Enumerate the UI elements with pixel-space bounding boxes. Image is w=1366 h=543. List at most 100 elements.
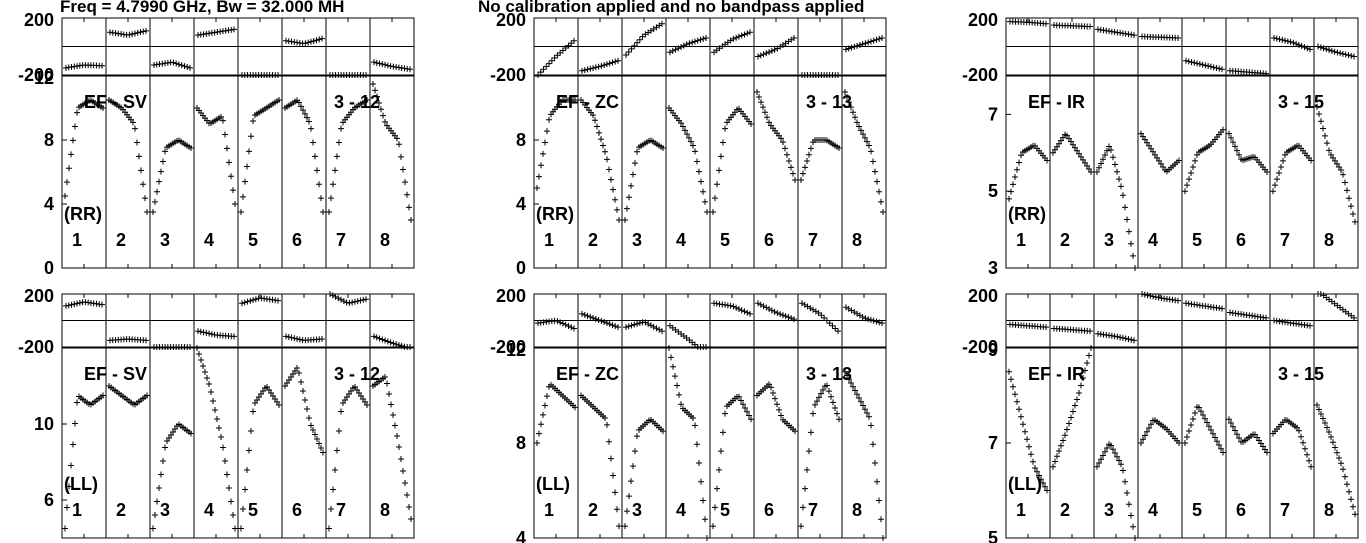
amplitude-point: [388, 401, 394, 408]
amplitude-point: [400, 468, 406, 474]
amplitude-point: [238, 209, 244, 215]
amplitude-point: [1074, 147, 1080, 154]
phase-point: [338, 296, 345, 303]
amplitude-point: [1236, 151, 1242, 158]
amplitude-point: [848, 104, 854, 111]
amplitude-point: [818, 390, 824, 397]
phase-point: [1307, 322, 1313, 329]
amplitude-point: [64, 504, 70, 511]
amplitude-point: [300, 388, 306, 394]
phase-point: [99, 301, 105, 308]
phase-point: [1279, 36, 1286, 43]
amplitude-point: [1318, 411, 1324, 417]
amplitude-point: [1346, 488, 1352, 495]
amplitude-point: [1096, 164, 1102, 171]
amplitude-point: [150, 209, 156, 215]
channel-label: 5: [248, 230, 258, 250]
amplitude-point: [1196, 404, 1202, 411]
amplitude-point: [864, 138, 870, 145]
amplitude-point: [766, 119, 772, 126]
amplitude-point: [328, 506, 334, 512]
phase-point: [571, 37, 577, 44]
amplitude-point: [202, 369, 208, 375]
amplitude-point: [384, 380, 390, 387]
amplitude-point: [1350, 211, 1356, 218]
amplitude-point: [1052, 146, 1058, 153]
amplitude-point: [1192, 157, 1198, 164]
amplitude-point: [334, 153, 340, 160]
phase-point: [848, 44, 855, 51]
amplitude-point: [1192, 410, 1198, 416]
amplitude-point: [212, 407, 218, 413]
amplitude-point: [632, 160, 638, 167]
phase-tick-label: 200: [24, 10, 54, 30]
phase-point: [1150, 293, 1157, 300]
phase-point: [791, 34, 797, 41]
amplitude-point: [1122, 204, 1128, 211]
amplitude-point: [1200, 412, 1206, 418]
phase-point: [835, 328, 841, 335]
amplitude-point: [312, 153, 318, 160]
phase-point: [826, 320, 833, 327]
amplitude-point: [852, 387, 858, 394]
amplitude-point: [748, 121, 754, 127]
phase-point: [1331, 48, 1338, 55]
amplitude-point: [1102, 448, 1108, 455]
amplitude-point: [806, 448, 812, 455]
amplitude-point: [242, 486, 248, 493]
phase-point: [387, 339, 394, 346]
amplitude-point: [1064, 426, 1070, 433]
amplitude-point: [814, 398, 820, 405]
amplitude-point: [800, 170, 806, 177]
amplitude-point: [1316, 406, 1322, 413]
amplitude-point: [1028, 451, 1034, 458]
amplitude-point: [1112, 450, 1118, 456]
amplitude-point: [834, 410, 840, 417]
amplitude-point: [1344, 481, 1350, 488]
channel-label: 3: [632, 230, 642, 250]
phase-point: [606, 321, 613, 328]
amplitude-point: [714, 485, 720, 492]
phase-point: [625, 323, 632, 330]
phase-point: [584, 66, 591, 73]
phase-point: [771, 308, 778, 315]
amplitude-point: [802, 485, 808, 492]
amplitude-point: [1226, 130, 1232, 137]
amplitude-point: [872, 460, 878, 466]
phase-point: [818, 312, 825, 319]
channel-label: 6: [292, 500, 302, 520]
amplitude-point: [372, 87, 378, 94]
amplitude-point: [594, 123, 600, 130]
amplitude-point: [602, 415, 608, 421]
phase-point: [99, 62, 105, 69]
phase-point: [1119, 334, 1126, 341]
amplitude-point: [628, 478, 634, 485]
amplitude-point: [1228, 134, 1234, 141]
amplitude-point: [276, 97, 282, 103]
phase-point: [1087, 328, 1093, 335]
amplitude-point: [1298, 433, 1304, 440]
phase-point: [184, 63, 191, 70]
phase-point: [244, 298, 251, 305]
phase-point: [631, 321, 638, 328]
amplitude-point: [156, 178, 162, 185]
amplitude-point: [538, 421, 544, 428]
amplitude-point: [536, 430, 542, 437]
phase-point: [1131, 32, 1137, 39]
phase-point: [879, 320, 885, 327]
phase-point: [1175, 297, 1181, 304]
amplitude-point: [154, 498, 160, 505]
phase-tick-label: -200: [490, 337, 526, 357]
amplitude-point: [870, 441, 876, 448]
amplitude-point: [1100, 156, 1106, 163]
amplitude-point: [1330, 154, 1336, 161]
amplitude-point: [1208, 427, 1214, 433]
amplitude-point: [1150, 148, 1156, 155]
phase-point: [628, 322, 635, 329]
amplitude-point: [856, 123, 862, 130]
amplitude-point: [1234, 147, 1240, 154]
phase-point: [76, 299, 83, 306]
amplitude-point: [850, 109, 856, 116]
phase-point: [1207, 63, 1214, 70]
amplitude-point: [608, 176, 614, 183]
